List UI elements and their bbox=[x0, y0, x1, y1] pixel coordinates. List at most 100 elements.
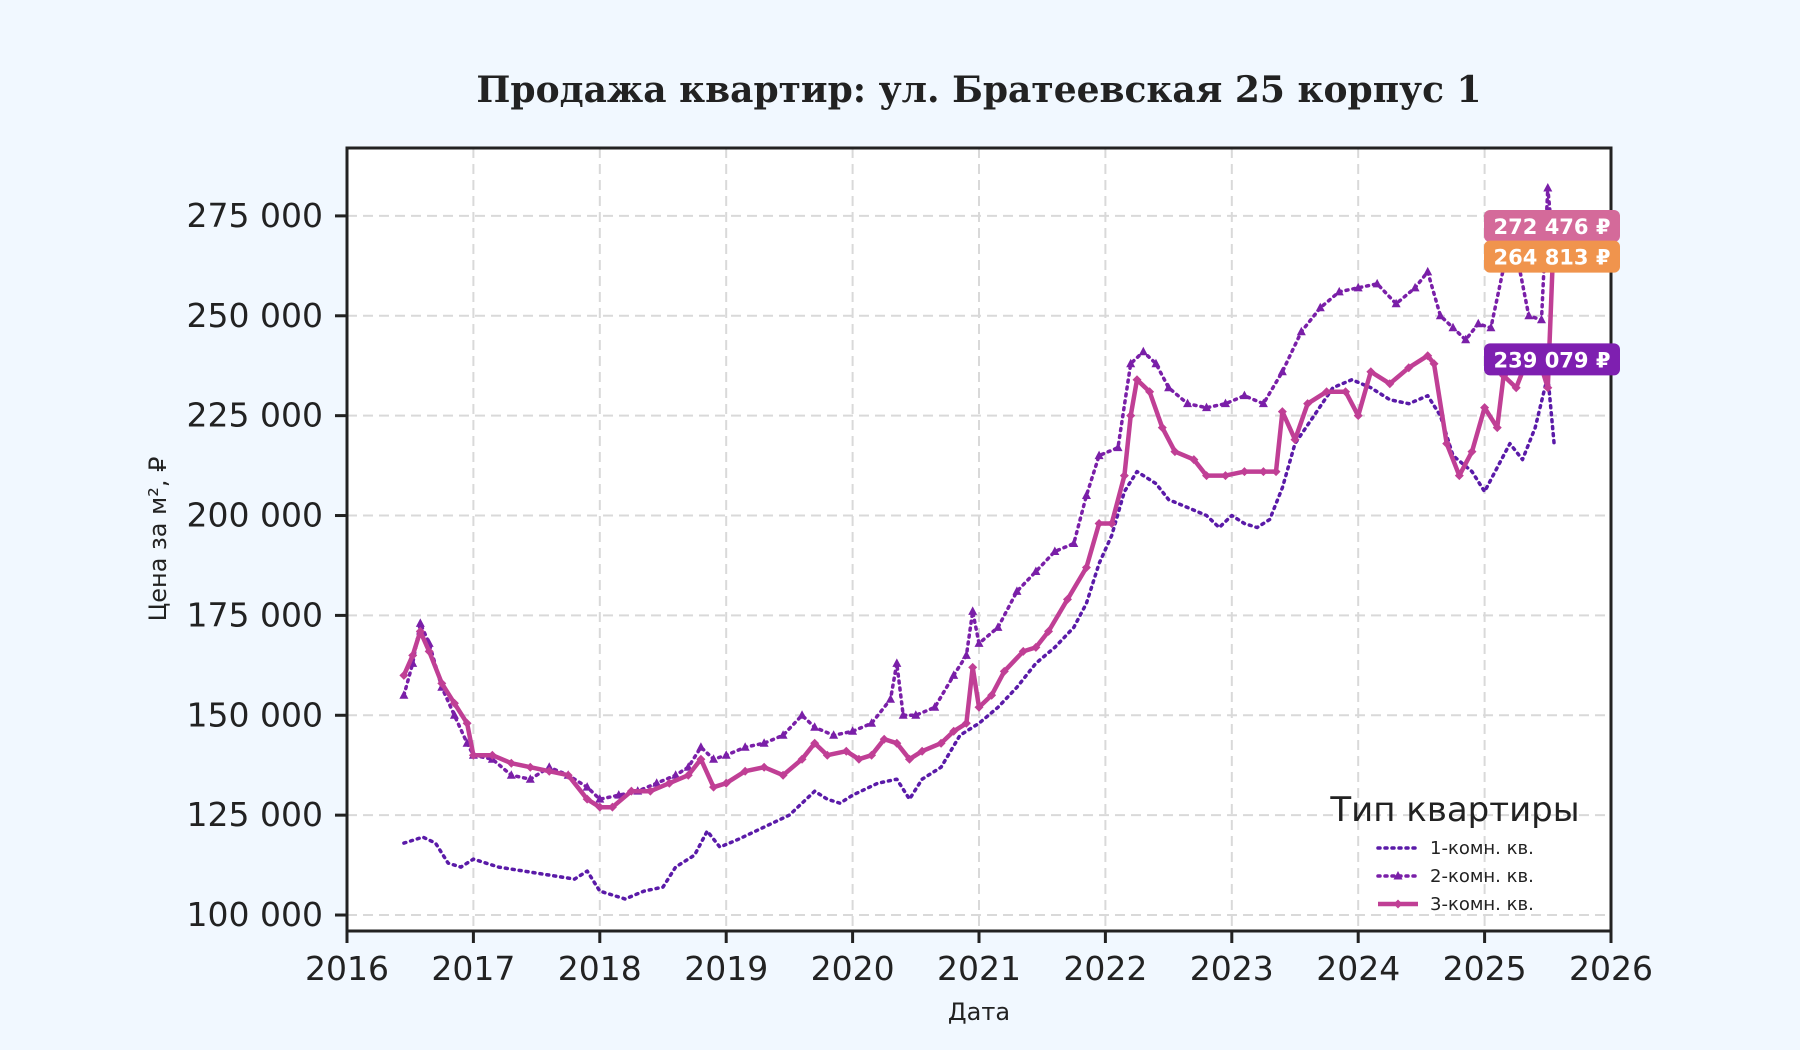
end-label-text: 239 079 ₽ bbox=[1494, 348, 1611, 372]
data-point bbox=[1069, 538, 1079, 547]
data-point bbox=[1258, 467, 1268, 477]
data-point bbox=[1524, 310, 1534, 320]
x-tick-label: 2020 bbox=[811, 949, 895, 988]
data-point bbox=[1303, 399, 1313, 409]
data-point bbox=[892, 738, 902, 748]
data-point bbox=[1094, 450, 1104, 460]
data-point bbox=[399, 690, 409, 699]
data-point bbox=[1018, 646, 1028, 656]
data-point bbox=[595, 794, 605, 803]
data-point bbox=[797, 710, 807, 719]
data-point bbox=[822, 750, 832, 760]
data-point bbox=[1094, 519, 1104, 529]
data-point bbox=[968, 606, 978, 615]
y-tick-label: 200 000 bbox=[187, 496, 323, 535]
data-point bbox=[614, 790, 624, 799]
data-point bbox=[1050, 546, 1060, 555]
end-label-box bbox=[1484, 343, 1620, 376]
data-point bbox=[462, 718, 472, 728]
data-point bbox=[1543, 182, 1553, 192]
series-group bbox=[399, 182, 1559, 901]
data-point bbox=[664, 778, 674, 788]
x-tick-label: 2023 bbox=[1190, 949, 1274, 988]
data-point bbox=[1202, 402, 1212, 412]
data-point bbox=[1429, 359, 1439, 369]
data-point bbox=[1277, 366, 1287, 376]
data-point bbox=[829, 730, 839, 739]
y-tick-label: 225 000 bbox=[187, 396, 323, 435]
legend-title: Тип квартиры bbox=[1329, 790, 1579, 830]
data-point bbox=[1258, 398, 1268, 408]
data-point bbox=[797, 754, 807, 764]
data-point bbox=[408, 650, 418, 660]
data-point bbox=[1393, 899, 1403, 909]
x-tick-label: 2019 bbox=[684, 949, 768, 988]
data-point bbox=[1202, 471, 1212, 481]
data-point bbox=[961, 718, 971, 728]
end-labels: 272 476 ₽ 264 813 ₽ 239 079 ₽ bbox=[1484, 209, 1620, 376]
y-axis: 100 000 125 000 150 000 175 000 200 000 225 0… bbox=[187, 196, 347, 934]
x-axis-label: Дата bbox=[948, 998, 1010, 1026]
data-point bbox=[1442, 439, 1452, 449]
data-point bbox=[1157, 423, 1167, 433]
data-point bbox=[879, 734, 889, 744]
data-point bbox=[525, 762, 535, 772]
data-point bbox=[709, 782, 719, 792]
series-1 bbox=[402, 373, 1556, 901]
data-point bbox=[1423, 266, 1433, 276]
data-point bbox=[867, 750, 877, 760]
data-point bbox=[974, 638, 984, 647]
data-point bbox=[1353, 411, 1363, 421]
x-tick-label: 2025 bbox=[1443, 949, 1527, 988]
y-axis-label: Цена за м², ₽ bbox=[144, 457, 172, 622]
x-tick-label: 2016 bbox=[305, 949, 389, 988]
data-point bbox=[1435, 310, 1445, 320]
end-label: 272 476 ₽ bbox=[1484, 209, 1620, 242]
data-point bbox=[1353, 282, 1363, 292]
y-tick-label: 275 000 bbox=[187, 196, 323, 235]
data-point bbox=[1315, 302, 1325, 312]
data-point bbox=[867, 718, 877, 727]
data-point bbox=[936, 738, 946, 748]
data-point bbox=[1277, 407, 1287, 417]
data-point bbox=[1145, 387, 1155, 397]
end-label-text: 264 813 ₽ bbox=[1494, 246, 1611, 270]
x-tick-label: 2024 bbox=[1316, 949, 1400, 988]
data-point bbox=[1296, 326, 1306, 336]
data-point bbox=[721, 750, 731, 759]
data-point bbox=[1543, 383, 1553, 393]
data-point bbox=[993, 622, 1003, 631]
data-point bbox=[917, 746, 927, 756]
data-point bbox=[1385, 379, 1395, 389]
data-point bbox=[1473, 318, 1483, 328]
data-point bbox=[1467, 447, 1477, 457]
data-point bbox=[721, 778, 731, 788]
legend-label: 3-комн. кв. bbox=[1430, 894, 1534, 915]
data-point bbox=[626, 786, 636, 796]
data-point bbox=[525, 774, 535, 783]
data-point bbox=[449, 698, 459, 708]
data-point bbox=[696, 742, 706, 751]
data-point bbox=[1454, 471, 1464, 481]
data-point bbox=[1164, 382, 1174, 392]
legend-label: 1-комн. кв. bbox=[1430, 838, 1534, 859]
data-point bbox=[1366, 367, 1376, 377]
data-point bbox=[1239, 390, 1249, 400]
data-point bbox=[1536, 314, 1546, 324]
data-point bbox=[1372, 278, 1382, 288]
end-label-text: 272 476 ₽ bbox=[1494, 215, 1611, 239]
y-tick-label: 125 000 bbox=[187, 795, 323, 834]
data-point bbox=[487, 750, 497, 760]
data-point bbox=[810, 722, 820, 731]
data-point bbox=[1391, 298, 1401, 308]
data-point bbox=[848, 726, 858, 735]
data-point bbox=[904, 754, 914, 764]
data-point bbox=[1486, 322, 1496, 332]
data-point bbox=[1423, 351, 1433, 361]
y-tick-label: 175 000 bbox=[187, 595, 323, 634]
data-point bbox=[1081, 490, 1091, 500]
data-point bbox=[778, 730, 788, 739]
end-label-box bbox=[1484, 209, 1620, 242]
y-tick-label: 250 000 bbox=[187, 296, 323, 335]
